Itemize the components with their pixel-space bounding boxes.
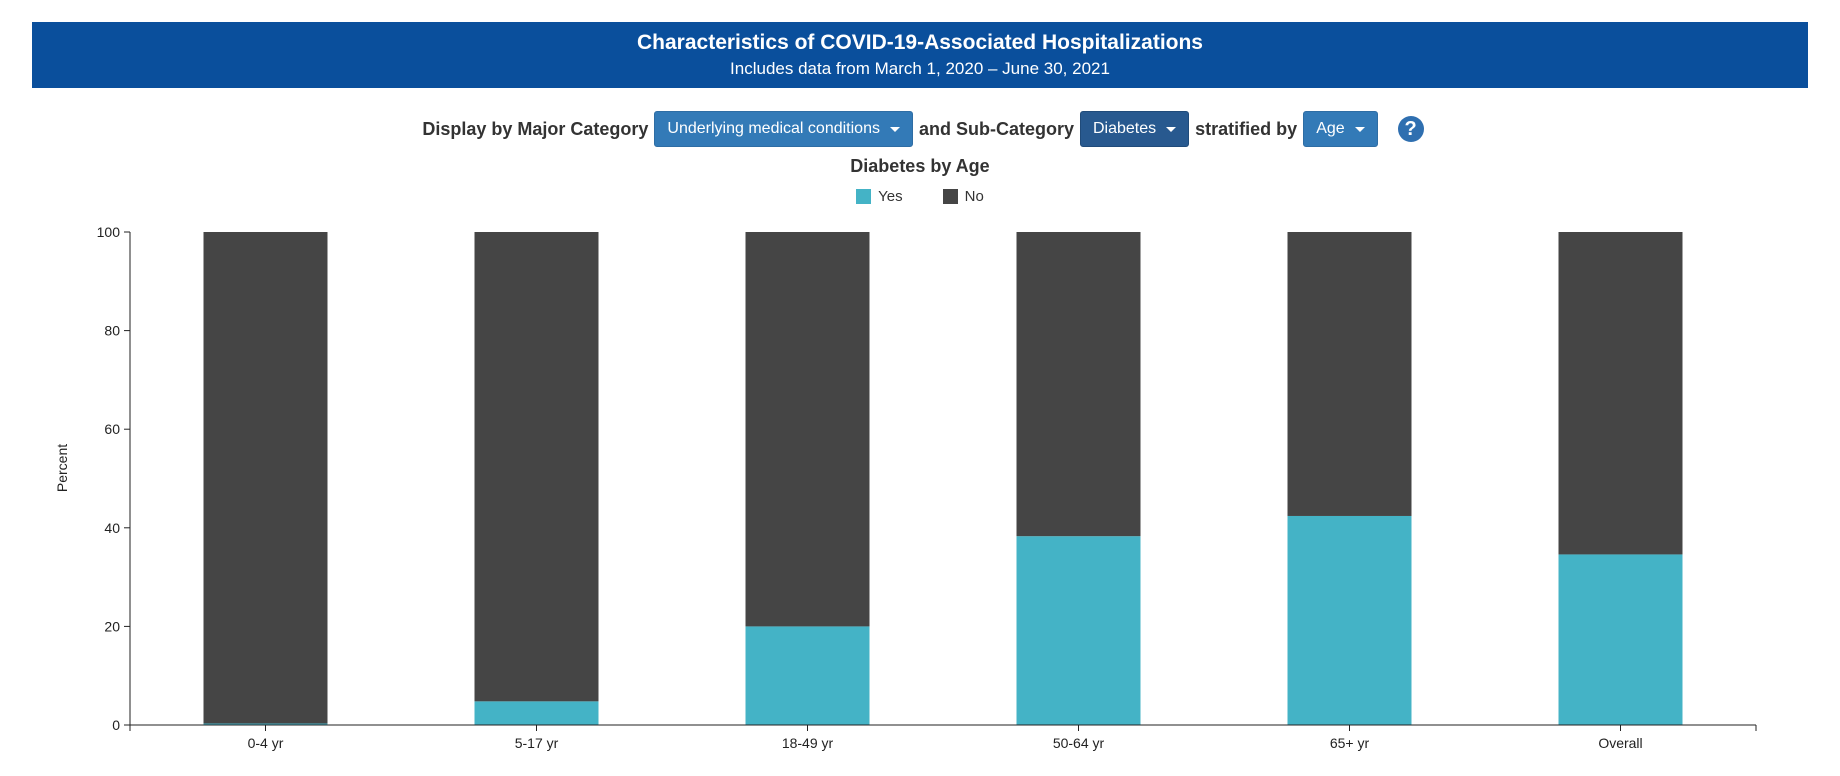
- bar-yes-5[interactable]: [1558, 554, 1683, 725]
- bar-no-2[interactable]: [745, 232, 870, 627]
- page-subtitle: Includes data from March 1, 2020 – June …: [730, 59, 1110, 78]
- header-banner: Characteristics of COVID-19-Associated H…: [32, 22, 1808, 88]
- y-tick-label: 60: [104, 421, 120, 437]
- x-tick-label: 0-4 yr: [248, 735, 284, 751]
- y-tick-label: 40: [104, 520, 120, 536]
- sub-category-dropdown[interactable]: Diabetes: [1080, 111, 1190, 147]
- bar-no-4[interactable]: [1287, 232, 1412, 516]
- legend-label-no: No: [964, 188, 984, 205]
- bar-yes-4[interactable]: [1287, 515, 1412, 725]
- x-tick-label: 50-64 yr: [1053, 735, 1105, 751]
- bar-yes-1[interactable]: [474, 701, 599, 725]
- y-tick-label: 20: [104, 618, 120, 634]
- legend-label-yes: Yes: [878, 188, 903, 205]
- help-icon[interactable]: ?: [1397, 116, 1424, 142]
- page-title: Characteristics of COVID-19-Associated H…: [637, 31, 1203, 54]
- x-tick-label: Overall: [1598, 735, 1642, 751]
- legend-item-no[interactable]: No: [942, 188, 984, 205]
- chart-legend: Yes No: [0, 188, 1840, 205]
- bar-no-0[interactable]: [203, 232, 328, 724]
- bar-no-5[interactable]: [1558, 232, 1683, 555]
- chart-title: Diabetes by Age: [850, 156, 990, 176]
- y-tick-label: 80: [104, 323, 120, 339]
- legend-item-yes[interactable]: Yes: [856, 188, 903, 205]
- x-tick-label: 18-49 yr: [782, 735, 834, 751]
- y-axis-label: Percent: [54, 444, 70, 492]
- bar-no-3[interactable]: [1016, 232, 1141, 537]
- stratify-value: Age: [1316, 120, 1345, 137]
- legend-swatch-yes: [856, 189, 872, 204]
- caret-down-icon: [1354, 126, 1365, 132]
- major-category-label: Display by Major Category: [422, 118, 649, 139]
- caret-down-icon: [889, 126, 900, 132]
- sub-category-label: and Sub-Category: [918, 118, 1074, 139]
- bars-layer: [203, 232, 1683, 725]
- legend-swatch-no: [942, 189, 958, 204]
- controls-bar: Display by Major Category Underlying med…: [0, 110, 1840, 148]
- bar-no-1[interactable]: [474, 232, 599, 702]
- x-tick-label: 5-17 yr: [515, 735, 559, 751]
- x-tick-label: 65+ yr: [1330, 735, 1370, 751]
- stratified-by-label: stratified by: [1195, 118, 1298, 139]
- major-category-dropdown[interactable]: Underlying medical conditions: [654, 111, 913, 147]
- bar-yes-0[interactable]: [203, 723, 328, 725]
- sub-category-value: Diabetes: [1093, 120, 1157, 137]
- major-category-value: Underlying medical conditions: [667, 120, 880, 137]
- stratify-dropdown[interactable]: Age: [1303, 111, 1378, 147]
- bar-yes-3[interactable]: [1016, 536, 1141, 725]
- y-tick-label: 0: [112, 717, 120, 733]
- bar-yes-2[interactable]: [745, 626, 870, 725]
- axes-layer: 0 20 40 60 80 100 0-4 yr 5-17 yr 18-49 yr 50-64 y…: [97, 224, 1757, 751]
- caret-down-icon: [1166, 126, 1177, 132]
- y-tick-label: 100: [97, 224, 121, 240]
